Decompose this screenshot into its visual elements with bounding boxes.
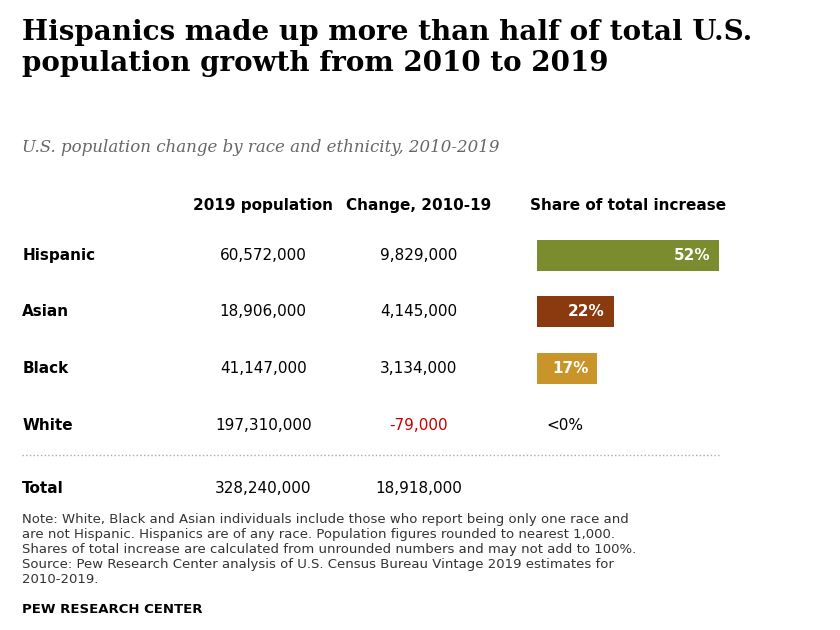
Text: 197,310,000: 197,310,000	[215, 418, 312, 433]
Text: Asian: Asian	[22, 304, 70, 319]
Text: PEW RESEARCH CENTER: PEW RESEARCH CENTER	[22, 603, 202, 616]
Text: Black: Black	[22, 361, 69, 376]
FancyBboxPatch shape	[538, 297, 614, 327]
Text: 41,147,000: 41,147,000	[220, 361, 307, 376]
Text: Share of total increase: Share of total increase	[530, 198, 727, 214]
Text: Hispanics made up more than half of total U.S.
population growth from 2010 to 20: Hispanics made up more than half of tota…	[22, 19, 753, 77]
Text: 22%: 22%	[568, 304, 605, 319]
Text: 60,572,000: 60,572,000	[220, 248, 307, 263]
Text: -79,000: -79,000	[390, 418, 448, 433]
FancyBboxPatch shape	[538, 353, 597, 384]
Text: U.S. population change by race and ethnicity, 2010-2019: U.S. population change by race and ethni…	[22, 139, 500, 156]
Text: Hispanic: Hispanic	[22, 248, 96, 263]
FancyBboxPatch shape	[538, 240, 719, 270]
Text: 18,918,000: 18,918,000	[375, 481, 462, 496]
Text: 2019 population: 2019 population	[193, 198, 333, 214]
Text: 4,145,000: 4,145,000	[381, 304, 457, 319]
Text: White: White	[22, 418, 73, 433]
Text: 328,240,000: 328,240,000	[215, 481, 312, 496]
Text: 3,134,000: 3,134,000	[381, 361, 458, 376]
Text: 18,906,000: 18,906,000	[219, 304, 307, 319]
Text: 17%: 17%	[552, 361, 588, 376]
Text: 52%: 52%	[674, 248, 710, 263]
Text: Total: Total	[22, 481, 64, 496]
Text: Change, 2010-19: Change, 2010-19	[346, 198, 491, 214]
Text: 9,829,000: 9,829,000	[381, 248, 458, 263]
Text: Note: White, Black and Asian individuals include those who report being only one: Note: White, Black and Asian individuals…	[22, 513, 637, 587]
Text: <0%: <0%	[546, 418, 583, 433]
